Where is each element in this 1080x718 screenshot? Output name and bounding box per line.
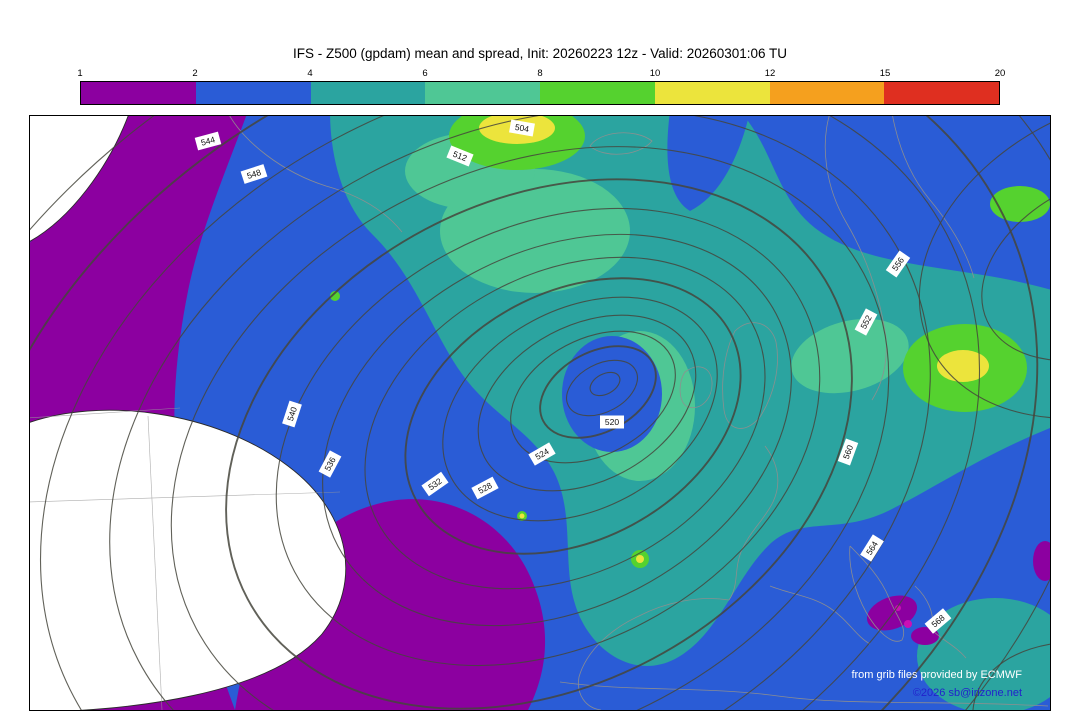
svg-text:504: 504	[514, 122, 530, 134]
colorbar-tick: 12	[764, 68, 776, 79]
contour-label-layer: 504 512 520 524 528 532 536 540 544 548 552 556 560 5…	[194, 119, 952, 634]
svg-text:544: 544	[200, 134, 217, 147]
contour-layer	[30, 116, 1050, 710]
weather-map: 504 512 520 524 528 532 536 540 544 548 552 556 560 5…	[30, 116, 1050, 710]
colorbar-tick: 20	[994, 68, 1006, 79]
colorbar-tick: 6	[422, 68, 428, 79]
colorbar-segment-yellow	[654, 82, 770, 104]
colorbar-tick: 4	[307, 68, 313, 79]
contour-label: 520	[600, 415, 624, 429]
spread-fill-layer	[30, 116, 1050, 710]
coastline-layer	[229, 116, 1049, 710]
colorbar-tick: 8	[537, 68, 543, 79]
chart-title: IFS - Z500 (gpdam) mean and spread, Init…	[292, 46, 788, 61]
contour-label: 540	[282, 400, 302, 428]
contour-label: 512	[446, 145, 474, 167]
colorbar-tick: 1	[77, 68, 83, 79]
contour-label: 556	[885, 250, 911, 278]
contour-label: 536	[318, 450, 342, 478]
graticule-layer	[30, 407, 341, 710]
contour-label: 568	[924, 608, 952, 634]
colorbar-segment-teal	[310, 82, 426, 104]
colorbar-segment-seafoam	[425, 82, 540, 104]
colorbar-tick: 2	[192, 68, 198, 79]
colorbar-tick: 10	[649, 68, 661, 79]
attribution-source: from grib files provided by ECMWF	[851, 669, 1022, 681]
colorbar: 1 2 4 6 8 10 12 15 20	[77, 68, 1005, 105]
colorbar-segment-blue	[195, 82, 311, 104]
svg-text:560: 560	[841, 443, 855, 460]
colorbar-tick: 15	[879, 68, 891, 79]
svg-text:548: 548	[246, 167, 263, 181]
colorbar-segment-green	[540, 82, 655, 104]
colorbar-bar	[80, 81, 1000, 105]
colorbar-segment-orange	[769, 82, 885, 104]
attribution-copyright: ©2026 sb@irizone.net	[913, 687, 1022, 699]
colorbar-segment-purple	[81, 82, 196, 104]
contour-label: 548	[240, 164, 268, 184]
contour-label: 552	[854, 308, 878, 336]
colorbar-segment-red	[884, 82, 999, 104]
contour-label: 528	[471, 476, 499, 500]
svg-text:540: 540	[285, 405, 299, 422]
contour-label: 532	[421, 471, 449, 497]
contour-label: 504	[509, 119, 535, 137]
map-frame: 504 512 520 524 528 532 536 540 544 548 552 556 560 5…	[29, 115, 1051, 711]
contour-label: 560	[837, 438, 859, 466]
colorbar-ticks: 1 2 4 6 8 10 12 15 20	[77, 68, 1005, 81]
contour-label: 544	[194, 131, 222, 151]
svg-text:520: 520	[605, 417, 619, 427]
contour-label: 564	[860, 534, 884, 562]
attribution: from grib files provided by ECMWF ©2026 …	[851, 669, 1022, 699]
contour-label: 524	[528, 442, 556, 466]
